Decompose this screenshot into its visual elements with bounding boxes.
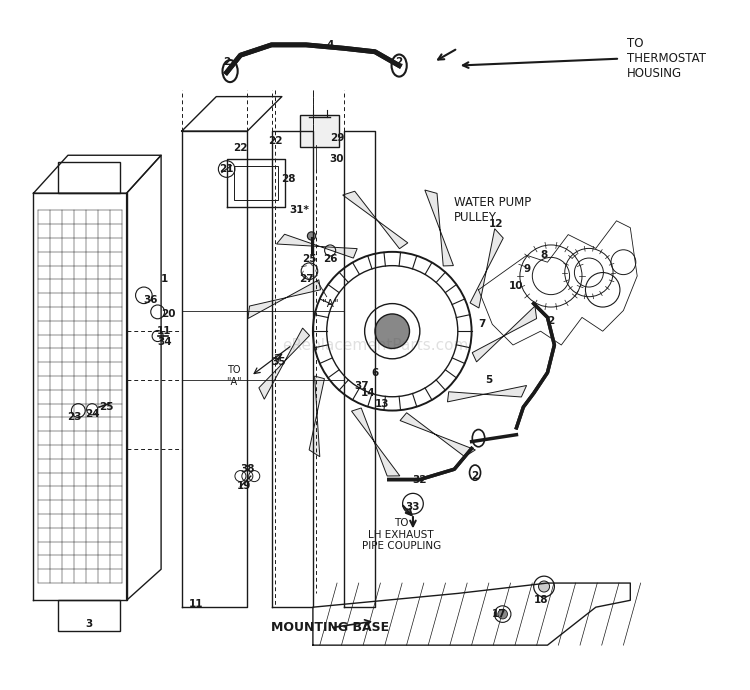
Text: 22: 22 [268,137,282,146]
Text: 25: 25 [99,402,113,412]
Text: 18: 18 [533,595,548,605]
Text: WATER PUMP
PULLEY: WATER PUMP PULLEY [454,197,532,224]
Text: 2: 2 [223,57,230,67]
Circle shape [308,232,316,240]
Polygon shape [343,191,408,248]
Text: 11: 11 [188,599,202,609]
Text: 32: 32 [413,475,427,484]
Polygon shape [248,279,320,319]
Text: 10: 10 [509,282,524,291]
Text: 24: 24 [85,409,100,419]
Circle shape [538,581,550,592]
Text: 30: 30 [330,154,344,164]
Text: 21: 21 [220,164,234,174]
Text: 4: 4 [326,40,334,50]
Text: 22: 22 [233,144,248,153]
Text: 11: 11 [158,326,172,336]
Text: 14: 14 [361,388,376,398]
Text: 33: 33 [406,502,420,512]
Text: 13: 13 [375,399,389,408]
Polygon shape [424,190,454,266]
Text: 37: 37 [354,382,368,391]
Text: 38: 38 [240,464,254,474]
Text: 31*: 31* [290,206,309,215]
Text: 26: 26 [323,254,338,264]
Text: "A": "A" [322,299,338,308]
Text: 34: 34 [158,337,172,346]
Polygon shape [309,376,325,457]
Text: TO
LH EXHAUST
PIPE COUPLING: TO LH EXHAUST PIPE COUPLING [362,518,441,551]
Text: eReplacementParts.com: eReplacementParts.com [282,337,468,353]
FancyBboxPatch shape [301,115,339,147]
Text: 19: 19 [237,482,251,491]
Polygon shape [448,386,526,402]
Text: 6: 6 [371,368,379,377]
Text: 2: 2 [548,316,554,326]
Polygon shape [400,413,476,457]
Text: 9: 9 [524,264,530,274]
Text: 36: 36 [143,295,158,305]
Polygon shape [352,408,400,476]
Text: MOUNTING BASE: MOUNTING BASE [271,622,389,634]
Polygon shape [277,234,357,258]
Text: TO
THERMOSTAT
HOUSING: TO THERMOSTAT HOUSING [627,37,706,80]
Text: 2: 2 [472,471,478,481]
Circle shape [375,314,410,348]
Polygon shape [259,328,310,400]
Text: 27: 27 [298,275,314,284]
Text: 25: 25 [302,254,316,264]
Text: 20: 20 [160,309,176,319]
Text: 28: 28 [281,175,296,184]
Text: 23: 23 [68,413,82,422]
Text: 8: 8 [541,250,548,260]
Circle shape [498,609,508,619]
Polygon shape [470,229,503,308]
Text: TO
"A": TO "A" [226,365,242,387]
Text: 3: 3 [85,620,92,629]
Text: 1: 1 [161,275,168,284]
Text: 35: 35 [272,357,286,367]
Text: 12: 12 [488,219,503,229]
Text: 5: 5 [485,375,493,384]
Text: 29: 29 [330,133,344,143]
Text: 7: 7 [478,319,486,329]
Text: 2: 2 [395,57,403,67]
Polygon shape [472,306,536,362]
Text: 17: 17 [492,609,506,619]
